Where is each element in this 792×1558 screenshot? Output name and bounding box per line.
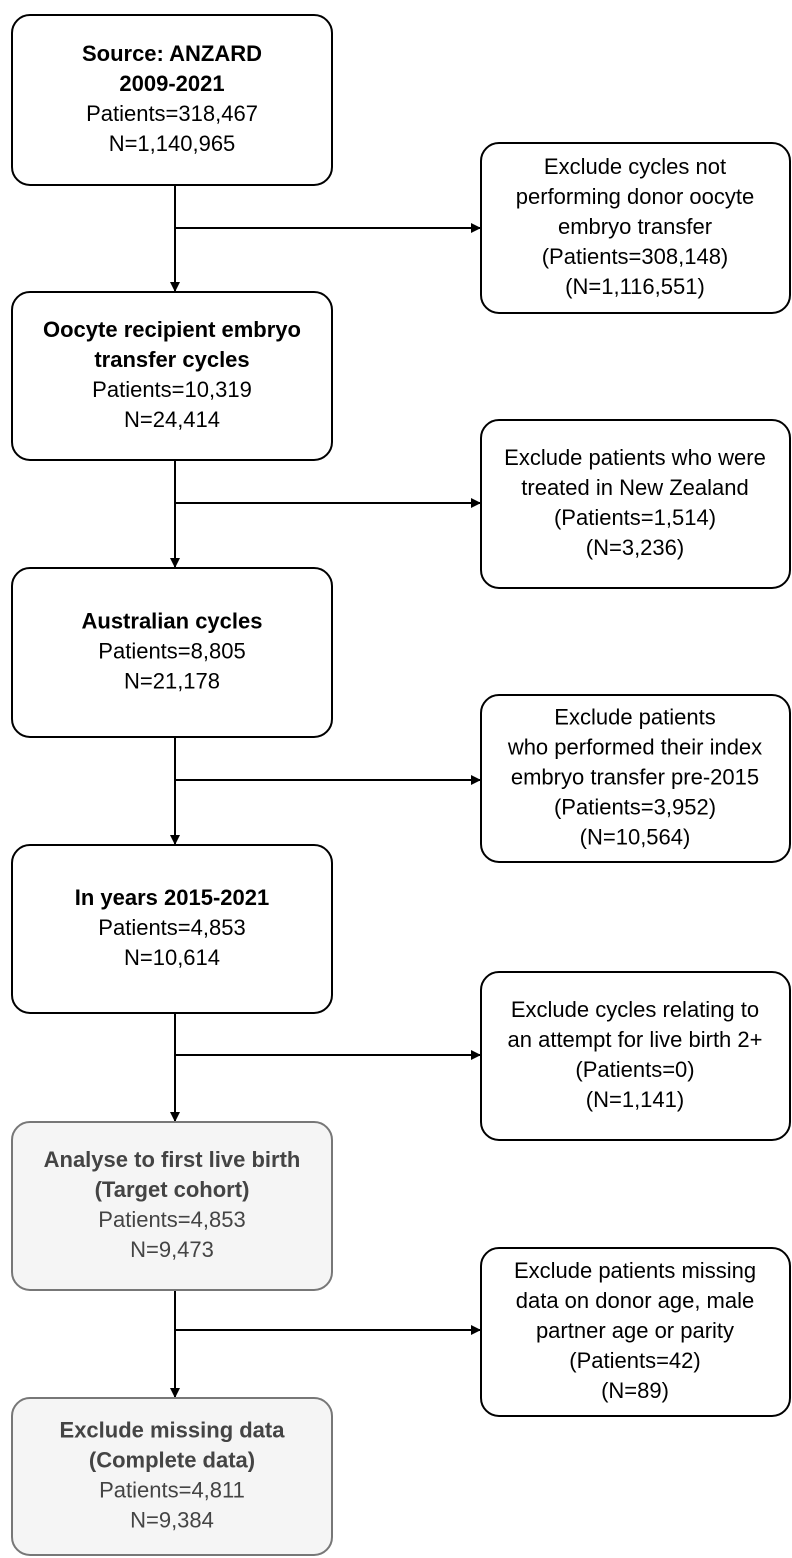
box-title: (Complete data)	[89, 1447, 255, 1472]
exclusion-text: (Patients=1,514)	[554, 505, 716, 530]
process-box	[11, 567, 333, 738]
box-count: Patients=4,811	[99, 1477, 245, 1502]
box-title: transfer cycles	[94, 347, 249, 372]
box-count: Patients=318,467	[86, 101, 258, 126]
box-count: Patients=4,853	[98, 1207, 245, 1232]
exclusion-text: an attempt for live birth 2+	[508, 1027, 763, 1052]
box-count: Patients=8,805	[98, 638, 245, 663]
exclusion-text: Exclude patients who were	[504, 445, 766, 470]
exclusion-text: (N=1,116,551)	[565, 274, 705, 299]
box-title: (Target cohort)	[95, 1177, 250, 1202]
box-count: N=10,614	[124, 945, 220, 970]
exclusion-text: (Patients=308,148)	[542, 244, 729, 269]
process-box	[11, 1397, 333, 1556]
process-box	[11, 291, 333, 461]
exclusion-text: (Patients=42)	[569, 1348, 700, 1373]
exclusion-text: who performed their index	[507, 734, 762, 759]
box-count: N=1,140,965	[109, 131, 236, 156]
process-box	[11, 14, 333, 186]
box-count: Patients=10,319	[92, 377, 252, 402]
process-box	[11, 1121, 333, 1291]
exclusion-text: (Patients=0)	[575, 1057, 694, 1082]
exclusion-text: Exclude cycles not	[544, 154, 726, 179]
box-title: Australian cycles	[82, 608, 263, 633]
exclusion-text: embryo transfer	[558, 214, 712, 239]
exclusion-box	[480, 694, 791, 863]
box-title: In years 2015-2021	[75, 885, 270, 910]
exclusion-text: Exclude patients missing	[514, 1258, 756, 1283]
exclusion-box	[480, 1247, 791, 1417]
box-title: Analyse to first live birth	[44, 1147, 301, 1172]
exclusion-text: partner age or parity	[536, 1318, 734, 1343]
exclusion-text: (N=3,236)	[586, 535, 684, 560]
box-count: Patients=4,853	[98, 915, 245, 940]
box-count: N=21,178	[124, 668, 220, 693]
exclusion-text: treated in New Zealand	[521, 475, 748, 500]
exclusion-text: (N=10,564)	[580, 824, 691, 849]
exclusion-box	[480, 142, 791, 314]
exclusion-text: embryo transfer pre-2015	[511, 764, 759, 789]
exclusion-text: (Patients=3,952)	[554, 794, 716, 819]
box-count: N=24,414	[124, 407, 220, 432]
box-count: N=9,473	[130, 1237, 214, 1262]
exclusion-text: performing donor oocyte	[516, 184, 754, 209]
exclusion-text: Exclude cycles relating to	[511, 997, 759, 1022]
exclusion-box	[480, 419, 791, 589]
exclusion-text: data on donor age, male	[516, 1288, 755, 1313]
exclusion-text: (N=1,141)	[586, 1087, 684, 1112]
box-count: N=9,384	[130, 1507, 214, 1532]
box-title: 2009-2021	[119, 71, 224, 96]
box-title: Source: ANZARD	[82, 41, 262, 66]
box-title: Oocyte recipient embryo	[43, 317, 301, 342]
exclusion-text: Exclude patients	[554, 704, 715, 729]
box-title: Exclude missing data	[60, 1417, 286, 1442]
exclusion-box	[480, 971, 791, 1141]
exclusion-text: (N=89)	[601, 1378, 669, 1403]
process-box	[11, 844, 333, 1014]
